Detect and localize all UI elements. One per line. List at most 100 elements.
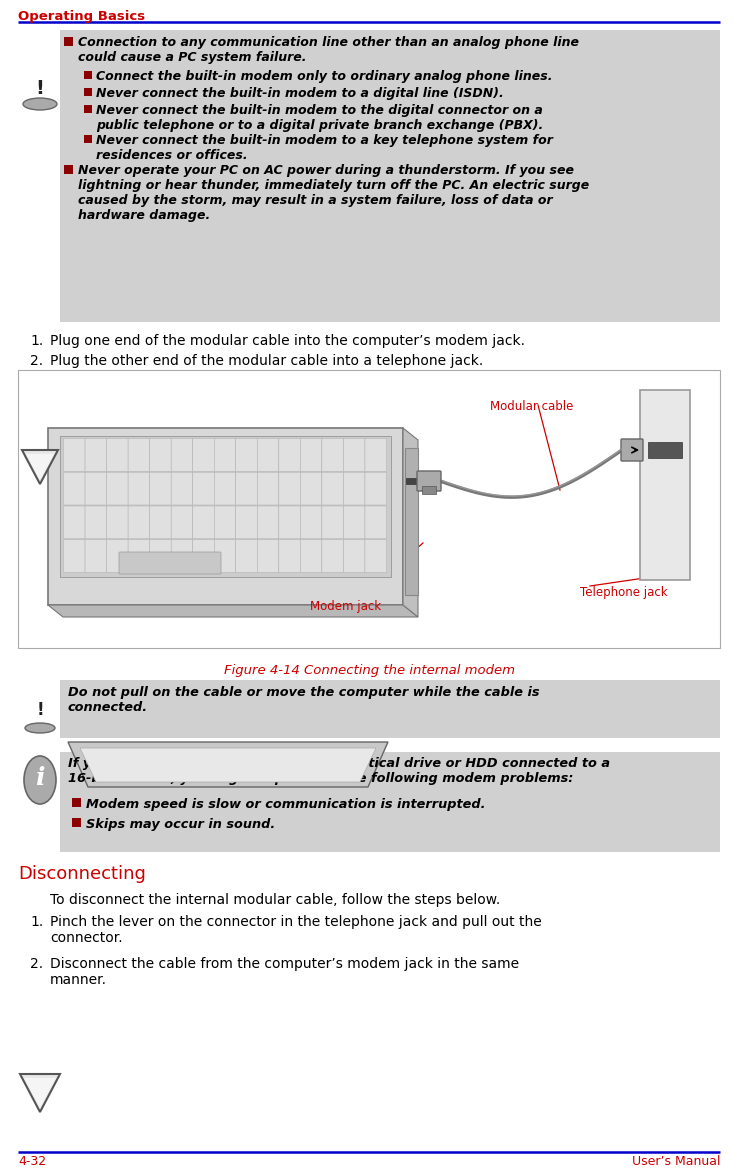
FancyBboxPatch shape (258, 540, 279, 572)
FancyBboxPatch shape (406, 478, 417, 484)
FancyBboxPatch shape (106, 472, 128, 505)
FancyBboxPatch shape (106, 540, 128, 572)
Text: Disconnecting: Disconnecting (18, 865, 146, 883)
FancyBboxPatch shape (343, 472, 365, 505)
Text: Do not pull on the cable or move the computer while the cable is
connected.: Do not pull on the cable or move the com… (68, 686, 539, 714)
FancyBboxPatch shape (171, 506, 193, 539)
FancyBboxPatch shape (300, 438, 322, 471)
FancyBboxPatch shape (235, 472, 258, 505)
FancyBboxPatch shape (422, 486, 436, 495)
Text: User’s Manual: User’s Manual (632, 1154, 720, 1168)
Text: If you use a storage device such as an optical drive or HDD connected to a
16-bi: If you use a storage device such as an o… (68, 757, 610, 785)
FancyBboxPatch shape (235, 438, 258, 471)
FancyBboxPatch shape (300, 472, 322, 505)
FancyBboxPatch shape (84, 105, 92, 113)
Text: 1.: 1. (30, 334, 44, 348)
FancyBboxPatch shape (63, 472, 85, 505)
FancyBboxPatch shape (235, 506, 258, 539)
FancyBboxPatch shape (60, 752, 720, 852)
FancyBboxPatch shape (48, 428, 403, 605)
FancyBboxPatch shape (322, 506, 343, 539)
Polygon shape (20, 1074, 60, 1112)
Polygon shape (68, 742, 388, 788)
FancyBboxPatch shape (343, 438, 365, 471)
Text: Skips may occur in sound.: Skips may occur in sound. (86, 818, 275, 831)
FancyBboxPatch shape (63, 506, 85, 539)
FancyBboxPatch shape (235, 540, 258, 572)
FancyBboxPatch shape (343, 506, 365, 539)
FancyBboxPatch shape (640, 390, 690, 580)
FancyBboxPatch shape (63, 438, 85, 471)
FancyBboxPatch shape (128, 506, 150, 539)
FancyBboxPatch shape (300, 540, 322, 572)
FancyBboxPatch shape (150, 472, 171, 505)
Text: 4-32: 4-32 (18, 1154, 46, 1168)
Polygon shape (403, 428, 418, 616)
Text: Figure 4-14 Connecting the internal modem: Figure 4-14 Connecting the internal mode… (224, 665, 514, 677)
FancyBboxPatch shape (279, 506, 300, 539)
Ellipse shape (23, 98, 57, 110)
Text: !: ! (36, 701, 44, 718)
FancyBboxPatch shape (72, 798, 81, 808)
FancyBboxPatch shape (322, 540, 343, 572)
FancyBboxPatch shape (85, 540, 106, 572)
Polygon shape (48, 605, 418, 616)
FancyBboxPatch shape (128, 472, 150, 505)
FancyBboxPatch shape (279, 472, 300, 505)
FancyBboxPatch shape (258, 506, 279, 539)
FancyBboxPatch shape (365, 438, 387, 471)
FancyBboxPatch shape (64, 165, 73, 173)
FancyBboxPatch shape (18, 370, 720, 648)
FancyBboxPatch shape (214, 506, 235, 539)
Text: Plug one end of the modular cable into the computer’s modem jack.: Plug one end of the modular cable into t… (50, 334, 525, 348)
FancyBboxPatch shape (417, 471, 441, 491)
FancyBboxPatch shape (214, 472, 235, 505)
Text: 1.: 1. (30, 915, 44, 929)
FancyBboxPatch shape (60, 680, 720, 738)
Ellipse shape (25, 723, 55, 732)
Polygon shape (80, 748, 376, 782)
FancyBboxPatch shape (193, 438, 214, 471)
FancyBboxPatch shape (214, 540, 235, 572)
FancyBboxPatch shape (150, 540, 171, 572)
FancyBboxPatch shape (365, 506, 387, 539)
Text: Never connect the built-in modem to the digital connector on a
public telephone : Never connect the built-in modem to the … (96, 104, 543, 132)
FancyBboxPatch shape (106, 506, 128, 539)
FancyBboxPatch shape (171, 540, 193, 572)
Text: Telephone jack: Telephone jack (580, 586, 668, 599)
FancyBboxPatch shape (106, 438, 128, 471)
Text: 2.: 2. (30, 354, 43, 368)
FancyBboxPatch shape (365, 472, 387, 505)
FancyBboxPatch shape (279, 540, 300, 572)
Text: Connection to any communication line other than an analog phone line
could cause: Connection to any communication line oth… (78, 36, 579, 64)
FancyBboxPatch shape (279, 438, 300, 471)
Text: Never connect the built-in modem to a digital line (ISDN).: Never connect the built-in modem to a di… (96, 87, 504, 100)
Text: Disconnect the cable from the computer’s modem jack in the same
manner.: Disconnect the cable from the computer’s… (50, 958, 519, 987)
FancyBboxPatch shape (85, 472, 106, 505)
FancyBboxPatch shape (214, 438, 235, 471)
FancyBboxPatch shape (63, 540, 85, 572)
FancyBboxPatch shape (258, 438, 279, 471)
FancyBboxPatch shape (84, 71, 92, 79)
FancyBboxPatch shape (85, 506, 106, 539)
Polygon shape (26, 454, 54, 481)
FancyBboxPatch shape (621, 440, 643, 461)
FancyBboxPatch shape (322, 438, 343, 471)
Text: i: i (35, 766, 45, 790)
FancyBboxPatch shape (84, 135, 92, 143)
Text: Modular cable: Modular cable (490, 400, 573, 413)
FancyBboxPatch shape (300, 506, 322, 539)
Text: 2.: 2. (30, 958, 43, 970)
FancyBboxPatch shape (171, 438, 193, 471)
Text: Pinch the lever on the connector in the telephone jack and pull out the
connecto: Pinch the lever on the connector in the … (50, 915, 542, 945)
Polygon shape (24, 1078, 56, 1108)
Polygon shape (22, 450, 58, 484)
Ellipse shape (24, 756, 56, 804)
Text: Connect the built-in modem only to ordinary analog phone lines.: Connect the built-in modem only to ordin… (96, 70, 553, 83)
FancyBboxPatch shape (72, 818, 81, 827)
FancyBboxPatch shape (365, 540, 387, 572)
FancyBboxPatch shape (119, 552, 221, 574)
FancyBboxPatch shape (84, 88, 92, 96)
FancyBboxPatch shape (193, 506, 214, 539)
Text: Never connect the built-in modem to a key telephone system for
residences or off: Never connect the built-in modem to a ke… (96, 134, 553, 162)
